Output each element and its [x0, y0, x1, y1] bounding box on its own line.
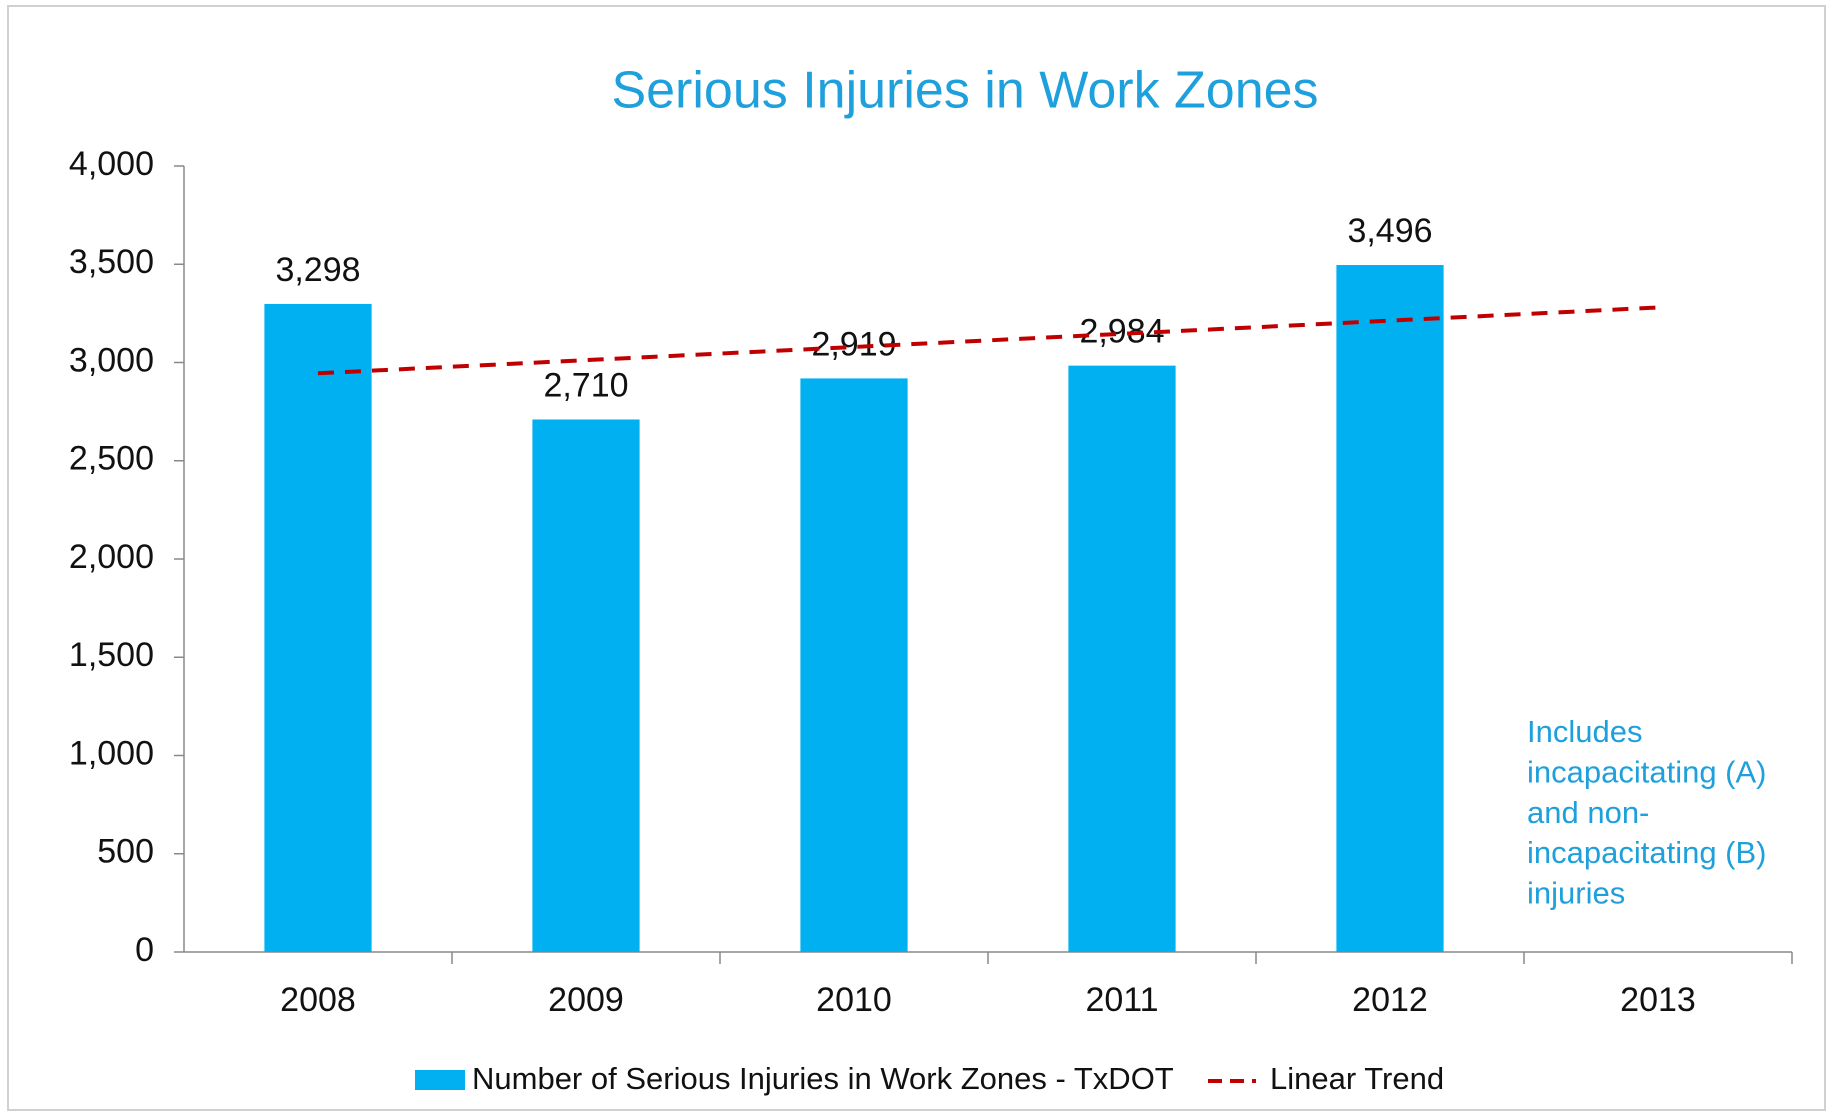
data-label: 3,496 [1347, 212, 1432, 250]
annotation: injuries [1527, 875, 1625, 910]
data-label: 2,710 [543, 366, 628, 404]
legend-label: Number of Serious Injuries in Work Zones… [472, 1061, 1174, 1096]
annotation: Includes [1527, 714, 1642, 749]
data-label: 2,919 [811, 325, 896, 363]
bar [800, 378, 908, 952]
x-tick-label: 2012 [1352, 981, 1428, 1019]
trend-line [317, 305, 1659, 376]
legend-label: Linear Trend [1270, 1061, 1444, 1096]
y-tick-label: 500 [97, 833, 154, 871]
annotation: incapacitating (A) [1527, 754, 1767, 789]
x-tick-label: 2010 [816, 981, 892, 1019]
legend-swatch [415, 1070, 465, 1090]
bar [532, 419, 640, 952]
bar [1336, 265, 1444, 952]
bar [1068, 365, 1176, 952]
y-tick-label: 2,500 [69, 440, 154, 478]
x-tick-label: 2011 [1085, 981, 1158, 1019]
y-tick-label: 4,000 [69, 145, 154, 183]
annotation: incapacitating (B) [1527, 835, 1767, 870]
y-tick-label: 0 [135, 931, 154, 969]
x-tick-label: 2008 [280, 981, 356, 1019]
y-tick-label: 1,500 [69, 636, 154, 674]
annotation: and non- [1527, 795, 1649, 830]
data-label: 3,298 [275, 251, 360, 289]
y-tick-label: 2,000 [69, 538, 154, 576]
bar [264, 303, 372, 952]
x-tick-label: 2013 [1620, 981, 1696, 1019]
y-tick-label: 3,000 [69, 341, 154, 379]
y-tick-label: 3,500 [69, 243, 154, 281]
data-label: 2,984 [1079, 313, 1164, 351]
x-tick-label: 2009 [548, 981, 624, 1019]
y-tick-label: 1,000 [69, 734, 154, 772]
chart-title: Serious Injuries in Work Zones [611, 62, 1318, 120]
